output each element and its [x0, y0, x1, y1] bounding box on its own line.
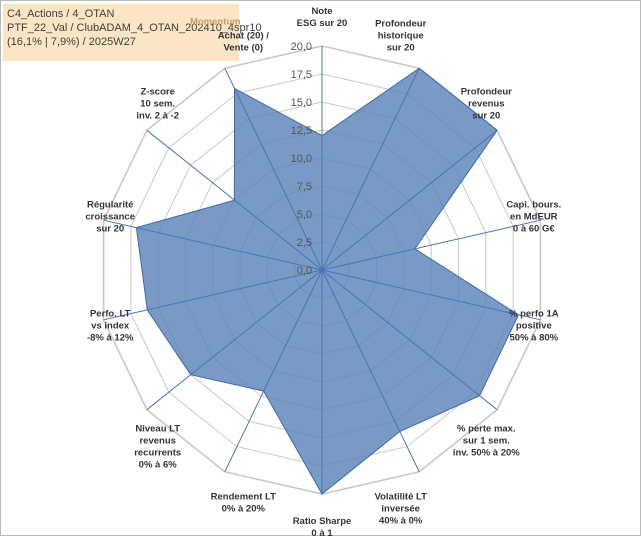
axis-label-line: Régularité	[87, 199, 133, 210]
info-line-1: C4_Actions / 4_OTAN	[7, 8, 115, 20]
axis-label-line: Perfo. LT	[90, 309, 131, 320]
axis-label-line: -8% à 12%	[87, 333, 134, 344]
axis-label-line: Ratio Sharpe	[293, 516, 352, 527]
axis-label-line: 0 à 60 G€	[513, 223, 555, 234]
portfolio-info-box: C4_Actions / 4_OTAN PTF_22_Val / ClubADA…	[3, 4, 262, 61]
axis-label-line: Z-score	[141, 87, 175, 98]
tick-label: 7,5	[297, 181, 312, 193]
axis-spoke-13	[224, 67, 323, 271]
axis-label-line: Profondeur	[375, 18, 426, 29]
axis-label-line: positive	[516, 321, 552, 332]
axis-label-line: historique	[378, 30, 424, 41]
axis-label-line: sur 1 sem.	[463, 435, 510, 446]
axis-label-line: Vente (0)	[223, 42, 263, 53]
axis-label-line: Profondeur	[461, 87, 512, 98]
radar-axes	[103, 46, 541, 494]
axis-spoke-1	[321, 67, 420, 271]
axis-label-line: recurrents	[134, 447, 181, 458]
tick-label: 15,0	[291, 97, 312, 109]
axis-label-line: Achat (20) /	[218, 30, 270, 41]
axis-label-line: Volatilité LT	[374, 492, 427, 503]
tick-label: 12,5	[291, 125, 312, 137]
tick-label: 2,5	[297, 237, 312, 249]
info-line-3: (16,1% | 7,9%) / 2025W27	[7, 36, 136, 48]
axis-label-line: 0% à 6%	[139, 459, 178, 470]
info-line-2: PTF_22_Val / ClubADAM_4_OTAN_202410_4spr…	[7, 22, 262, 34]
axis-label-line: en MdEUR	[510, 211, 558, 222]
axis-label-13: Achat (20) /Vente (0)	[218, 30, 270, 53]
axis-label-5: % perte max.sur 1 sem.inv. 50% à 20%	[453, 423, 520, 458]
axis-label-line: Niveau LT	[135, 423, 180, 434]
tick-label: 20,0	[291, 41, 312, 53]
axis-label-line: % perte max.	[457, 423, 516, 434]
axis-label-line: % perfo 1A	[509, 309, 559, 320]
axis-label-line: ESG sur 20	[297, 18, 348, 29]
axis-spoke-9	[146, 269, 323, 411]
axis-label-line: vs index	[91, 321, 130, 332]
tick-label: 10,0	[291, 153, 312, 165]
axis-label-line: Note	[311, 6, 332, 17]
axis-label-line: croissance	[85, 211, 135, 222]
tick-label: 0,0	[297, 265, 312, 277]
axis-spoke-6	[321, 269, 420, 473]
axis-spoke-11	[103, 219, 323, 271]
axis-label-line: 50% à 80%	[510, 333, 559, 344]
axis-label-line: sur 20	[96, 223, 124, 234]
axis-label-line: Rendement LT	[211, 492, 276, 503]
axis-label-line: revenus	[468, 99, 504, 110]
axis-label-line: sur 20	[472, 111, 500, 122]
axis-label-line: inversée	[381, 504, 420, 515]
tick-label: 17,5	[291, 69, 312, 81]
series-name-label: Momentum	[190, 16, 241, 27]
axis-label-line: inv. 2 à -2	[136, 111, 179, 122]
axis-label-line: inv. 50% à 20%	[453, 447, 520, 458]
axis-spoke-8	[224, 269, 323, 473]
axis-label-line: 40% à 0%	[379, 516, 423, 527]
axis-spoke-5	[321, 269, 498, 411]
axis-spoke-3	[321, 219, 541, 271]
axis-label-line: revenus	[139, 435, 175, 446]
axis-label-line: Capi. bours.	[506, 199, 561, 210]
tick-label: 5,0	[297, 209, 312, 221]
axis-label-line: 0% à 20%	[222, 504, 266, 515]
radar-tick-labels: 0,0 2,5 5,0 7,5 10,0 12,5 15,0 17,5 20,0	[291, 41, 312, 277]
axis-spoke-4	[321, 269, 541, 321]
axis-label-line: 0 à 1	[311, 528, 333, 536]
axis-label-8: Rendement LT0% à 20%	[211, 492, 276, 515]
axis-spoke-10	[103, 269, 323, 321]
axis-spoke-12	[146, 129, 323, 271]
axis-spoke-2	[321, 129, 498, 271]
axis-label-line: sur 20	[387, 42, 415, 53]
axis-label-line: 10 sem.	[140, 99, 175, 110]
